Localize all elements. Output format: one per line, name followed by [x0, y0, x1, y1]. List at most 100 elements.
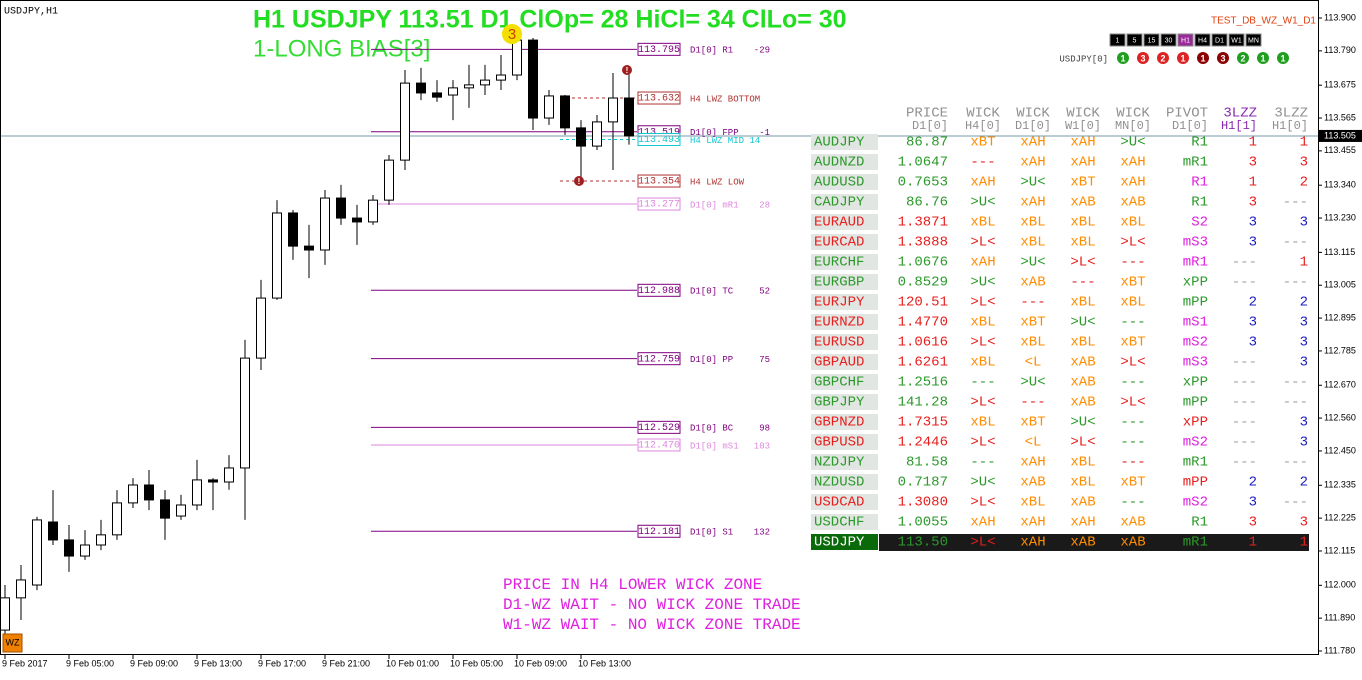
table-cell: xAH	[1120, 155, 1145, 171]
table-cell: xAH	[1020, 455, 1045, 471]
row-highlight	[879, 534, 1309, 551]
table-cell: ---	[1020, 395, 1045, 411]
symbol-cell[interactable]	[811, 494, 878, 510]
table-cell: >L<	[1120, 395, 1145, 411]
symbol-cell[interactable]	[811, 134, 878, 150]
table-cell: ---	[970, 155, 995, 171]
symbol-cell[interactable]	[811, 434, 878, 450]
level-price: 112.470	[638, 441, 680, 452]
candle-body	[272, 212, 282, 299]
column-header: 3LZZ	[1274, 106, 1308, 122]
symbol-cell[interactable]	[811, 154, 878, 170]
symbol-cell[interactable]	[811, 234, 878, 250]
timeframe-button[interactable]	[1194, 33, 1211, 47]
timeframe-button[interactable]	[1211, 33, 1228, 47]
table-cell: ---	[1283, 375, 1308, 391]
table-cell: xBL	[1070, 475, 1095, 491]
table-cell: 0.8529	[898, 275, 948, 291]
symbol-cell[interactable]	[811, 514, 878, 530]
timeframe-button[interactable]	[1228, 33, 1245, 47]
y-tick-label: 113.900	[1324, 12, 1356, 22]
x-tick-label: 10 Feb 13:00	[578, 658, 631, 668]
x-tick-label: 9 Feb 09:00	[130, 658, 178, 668]
candle-body	[64, 539, 74, 557]
table-cell: ---	[1232, 375, 1257, 391]
candle-body	[224, 467, 234, 483]
symbol-cell[interactable]	[811, 194, 878, 210]
table-cell: ---	[1283, 495, 1308, 511]
symbol-cell[interactable]	[811, 214, 878, 230]
status-label: USDJPY[0]	[1059, 54, 1108, 64]
alert-glyph: !	[578, 177, 581, 186]
symbol-cell[interactable]	[811, 354, 878, 370]
candle-body	[208, 479, 218, 483]
candle-body	[528, 39, 538, 119]
table-cell: xPP	[1183, 275, 1208, 291]
wave-marker	[502, 24, 522, 44]
symbol-cell[interactable]	[811, 394, 878, 410]
symbol-cell[interactable]	[811, 254, 878, 270]
symbol-cell[interactable]	[811, 374, 878, 390]
table-cell: mPP	[1183, 295, 1208, 311]
status-dot-label: 2	[1160, 53, 1165, 63]
y-tick-label: 111.780	[1324, 645, 1355, 655]
table-cell: 1.3888	[898, 235, 948, 251]
candle-body	[576, 127, 586, 147]
timeframe-button[interactable]	[1126, 33, 1143, 47]
table-cell: xAB	[1120, 195, 1145, 211]
symbol-cell[interactable]	[811, 334, 878, 350]
candle-body	[96, 534, 106, 546]
column-subheader: MN[0]	[1115, 119, 1151, 133]
table-cell: mS3	[1183, 235, 1208, 251]
table-cell: ---	[1020, 295, 1045, 311]
table-cell: 1.7315	[898, 415, 948, 431]
table-cell: xBL	[970, 355, 995, 371]
level-note: -29	[754, 46, 770, 56]
symbol-cell[interactable]	[811, 294, 878, 310]
symbol: AUDJPY	[814, 135, 865, 151]
level-note: 98	[759, 424, 770, 434]
symbol: GBPAUD	[814, 355, 864, 371]
symbol-cell[interactable]	[811, 314, 878, 330]
timeframe-label: 15	[1148, 37, 1156, 44]
table-cell: xAH	[1120, 175, 1145, 191]
table-cell: 3	[1300, 435, 1308, 451]
timeframe-label: 30	[1165, 37, 1173, 44]
y-tick-label: 113.230	[1324, 212, 1356, 222]
wave-label: 3	[508, 26, 516, 43]
symbol: GBPUSD	[814, 435, 864, 451]
candle-body	[592, 121, 602, 147]
timeframe-button[interactable]	[1245, 33, 1262, 47]
column-subheader: D1[0]	[1015, 119, 1051, 133]
x-tick-label: 10 Feb 05:00	[450, 658, 503, 668]
timeframe-label: H4	[1198, 37, 1207, 44]
level-label: H4 LWZ LOW	[690, 177, 745, 187]
level-label: H4 LWZ MID 14	[690, 136, 760, 146]
table-cell: xBT	[1120, 475, 1145, 491]
level-price-box	[637, 197, 681, 211]
symbol-cell[interactable]	[811, 174, 878, 190]
timeframe-button[interactable]	[1143, 33, 1160, 47]
column-header: PRICE	[906, 106, 948, 122]
table-cell: xBL	[1070, 215, 1095, 231]
symbol-cell[interactable]	[811, 274, 878, 290]
timeframe-button[interactable]	[1160, 33, 1177, 47]
symbol: GBPJPY	[814, 395, 865, 411]
symbol-cell[interactable]	[811, 454, 878, 470]
table-cell: xAB	[1070, 395, 1095, 411]
table-cell: xAH	[1070, 515, 1095, 531]
table-cell: 2	[1300, 295, 1308, 311]
table-cell: xAH	[1020, 535, 1045, 551]
symbol-cell[interactable]	[811, 474, 878, 490]
candle-body	[288, 212, 298, 247]
candle-body	[160, 499, 170, 519]
symbol-cell[interactable]	[811, 534, 878, 550]
table-cell: 3	[1300, 335, 1308, 351]
level-label: D1[0] PP	[690, 355, 733, 365]
timeframe-button[interactable]	[1109, 33, 1126, 47]
table-cell: ---	[1232, 435, 1257, 451]
timeframe-button[interactable]	[1177, 33, 1194, 47]
symbol: EURJPY	[814, 295, 865, 311]
symbol-cell[interactable]	[811, 414, 878, 430]
